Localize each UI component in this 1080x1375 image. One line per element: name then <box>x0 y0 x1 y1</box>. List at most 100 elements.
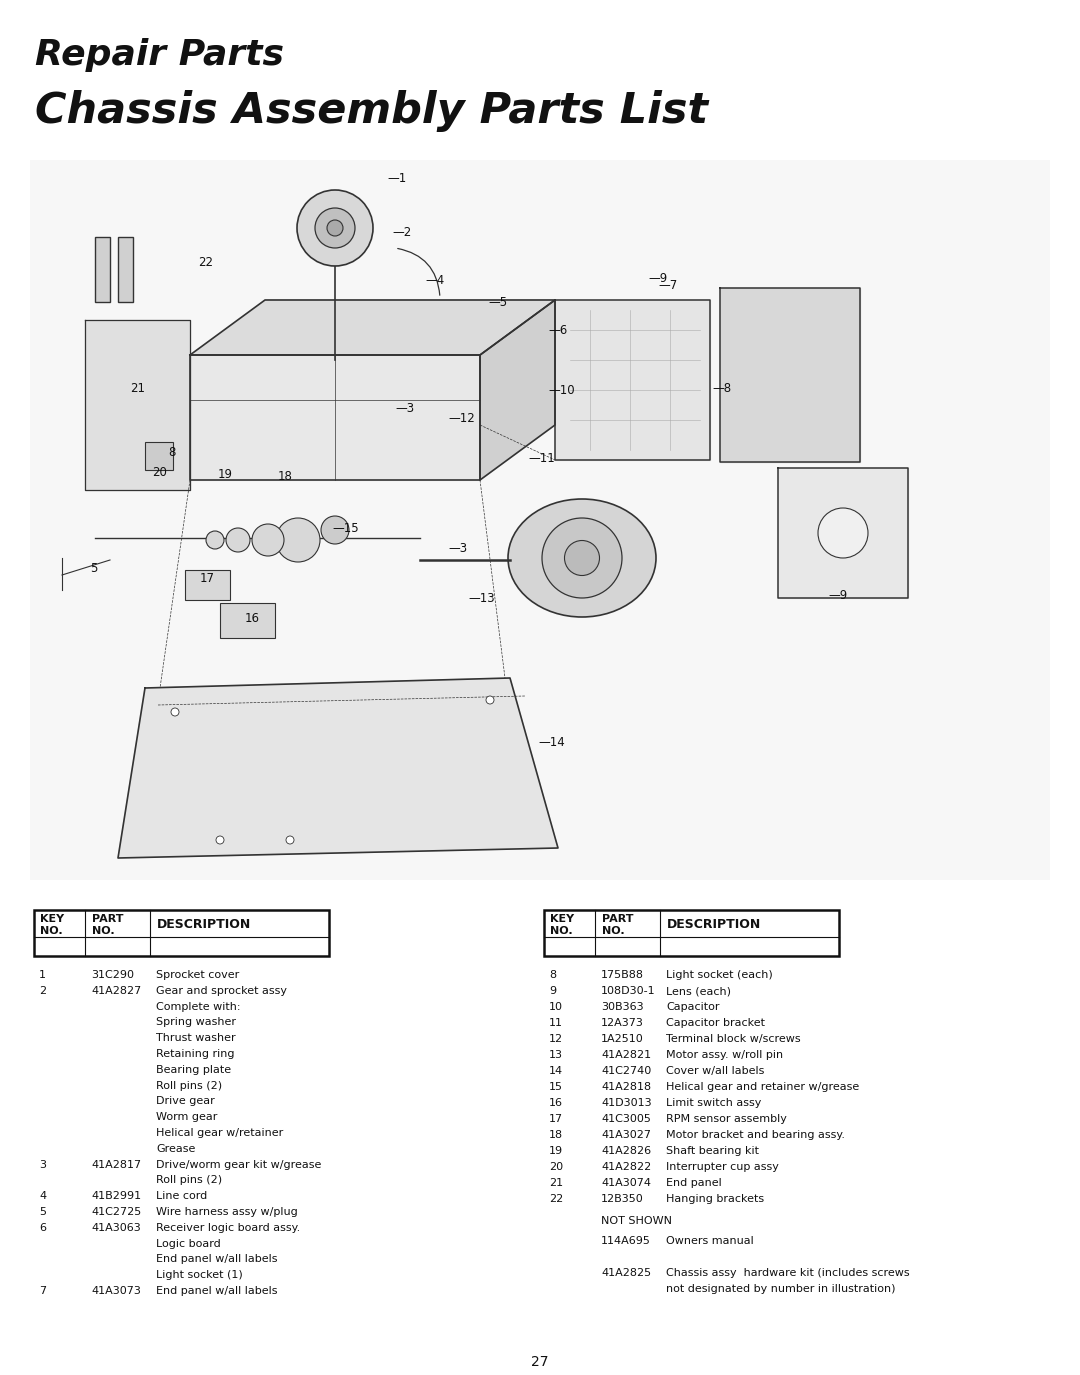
Text: 41A3074: 41A3074 <box>600 1178 651 1188</box>
Text: 5: 5 <box>39 1207 46 1217</box>
Text: 12: 12 <box>549 1034 563 1044</box>
Text: Shaft bearing kit: Shaft bearing kit <box>666 1145 759 1156</box>
Text: 17: 17 <box>200 572 215 584</box>
Text: NO.: NO. <box>550 925 572 936</box>
Text: Chassis Assembly Parts List: Chassis Assembly Parts List <box>35 89 708 132</box>
Text: DESCRIPTION: DESCRIPTION <box>667 918 761 931</box>
Text: Retaining ring: Retaining ring <box>156 1049 234 1059</box>
Circle shape <box>226 528 249 551</box>
Text: 41C2740: 41C2740 <box>600 1066 651 1077</box>
Text: —9: —9 <box>828 588 847 601</box>
Circle shape <box>327 220 343 236</box>
Text: NO.: NO. <box>40 925 63 936</box>
Text: Logic board: Logic board <box>156 1239 220 1248</box>
Text: Motor assy. w/roll pin: Motor assy. w/roll pin <box>666 1050 783 1060</box>
Text: 2: 2 <box>39 986 46 996</box>
Text: Chassis assy  hardware kit (includes screws: Chassis assy hardware kit (includes scre… <box>666 1268 909 1277</box>
Text: 108D30-1: 108D30-1 <box>600 986 656 996</box>
Ellipse shape <box>508 499 656 617</box>
Circle shape <box>286 836 294 844</box>
Text: —7: —7 <box>658 279 677 292</box>
Text: 1: 1 <box>39 969 46 980</box>
Polygon shape <box>555 300 710 461</box>
Circle shape <box>171 708 179 716</box>
Circle shape <box>216 836 224 844</box>
Text: 41A2826: 41A2826 <box>600 1145 651 1156</box>
Text: —10: —10 <box>548 384 575 396</box>
Text: 41A2827: 41A2827 <box>91 986 141 996</box>
Text: 7: 7 <box>39 1286 46 1297</box>
Bar <box>30 160 1050 880</box>
Text: Capacitor: Capacitor <box>666 1002 719 1012</box>
Text: 114A695: 114A695 <box>600 1236 651 1246</box>
Text: 15: 15 <box>549 1082 563 1092</box>
Circle shape <box>315 208 355 248</box>
Text: NO.: NO. <box>602 925 624 936</box>
Text: Grease: Grease <box>156 1144 195 1154</box>
Text: 41A3073: 41A3073 <box>91 1286 140 1297</box>
Text: 41A2821: 41A2821 <box>600 1050 651 1060</box>
Text: Lens (each): Lens (each) <box>666 986 731 996</box>
Text: Motor bracket and bearing assy.: Motor bracket and bearing assy. <box>666 1130 845 1140</box>
Text: 5: 5 <box>90 561 97 575</box>
Text: 31C290: 31C290 <box>91 969 134 980</box>
Text: 20: 20 <box>549 1162 563 1172</box>
Text: —4: —4 <box>426 274 444 286</box>
Polygon shape <box>190 355 480 480</box>
Text: 16: 16 <box>549 1099 563 1108</box>
Bar <box>33 910 329 956</box>
Text: 13: 13 <box>549 1050 563 1060</box>
Polygon shape <box>118 678 558 858</box>
Text: Interrupter cup assy: Interrupter cup assy <box>666 1162 779 1172</box>
Text: RPM sensor assembly: RPM sensor assembly <box>666 1114 787 1123</box>
Text: 21: 21 <box>549 1178 563 1188</box>
Text: 41A2817: 41A2817 <box>91 1159 141 1170</box>
Text: 41C3005: 41C3005 <box>600 1114 651 1123</box>
Bar <box>145 441 173 470</box>
Text: 12A373: 12A373 <box>600 1018 644 1028</box>
Polygon shape <box>720 287 860 462</box>
Text: Light socket (1): Light socket (1) <box>156 1270 243 1280</box>
Text: 21: 21 <box>130 381 145 395</box>
Text: NO.: NO. <box>92 925 114 936</box>
Ellipse shape <box>542 518 622 598</box>
Circle shape <box>252 524 284 556</box>
Text: Roll pins (2): Roll pins (2) <box>156 1176 222 1185</box>
Text: —2: —2 <box>392 226 411 238</box>
Text: not designated by number in illustration): not designated by number in illustration… <box>666 1284 895 1294</box>
Bar <box>544 910 839 956</box>
Polygon shape <box>85 320 190 490</box>
Text: 8: 8 <box>549 969 556 980</box>
Text: Line cord: Line cord <box>156 1191 207 1202</box>
Text: 41D3013: 41D3013 <box>600 1099 651 1108</box>
Text: —9: —9 <box>648 271 667 285</box>
Text: —8: —8 <box>712 381 731 395</box>
Text: KEY: KEY <box>40 914 64 924</box>
Text: Limit switch assy: Limit switch assy <box>666 1099 761 1108</box>
Text: 9: 9 <box>549 986 556 996</box>
Text: PART: PART <box>92 914 123 924</box>
Text: Sprocket cover: Sprocket cover <box>156 969 240 980</box>
Text: Drive/worm gear kit w/grease: Drive/worm gear kit w/grease <box>156 1159 322 1170</box>
Text: Cover w/all labels: Cover w/all labels <box>666 1066 765 1077</box>
Text: 41C2725: 41C2725 <box>91 1207 141 1217</box>
Text: 18: 18 <box>278 469 293 483</box>
Text: 41A2822: 41A2822 <box>600 1162 651 1172</box>
Text: —6: —6 <box>548 323 567 337</box>
Text: PART: PART <box>602 914 634 924</box>
Text: 41A3063: 41A3063 <box>91 1222 140 1233</box>
Text: 41A2825: 41A2825 <box>600 1268 651 1277</box>
Text: Helical gear w/retainer: Helical gear w/retainer <box>156 1128 283 1138</box>
Text: 22: 22 <box>549 1194 564 1204</box>
Text: 18: 18 <box>549 1130 563 1140</box>
Text: Thrust washer: Thrust washer <box>156 1033 235 1044</box>
Text: 30B363: 30B363 <box>600 1002 644 1012</box>
Text: Gear and sprocket assy: Gear and sprocket assy <box>156 986 287 996</box>
Text: End panel w/all labels: End panel w/all labels <box>156 1254 278 1265</box>
Text: —3: —3 <box>395 402 414 414</box>
Text: —5: —5 <box>488 296 508 308</box>
Text: —11: —11 <box>528 451 555 465</box>
Text: —13: —13 <box>468 591 495 605</box>
Text: 41B2991: 41B2991 <box>91 1191 141 1202</box>
Text: 8: 8 <box>168 446 175 458</box>
